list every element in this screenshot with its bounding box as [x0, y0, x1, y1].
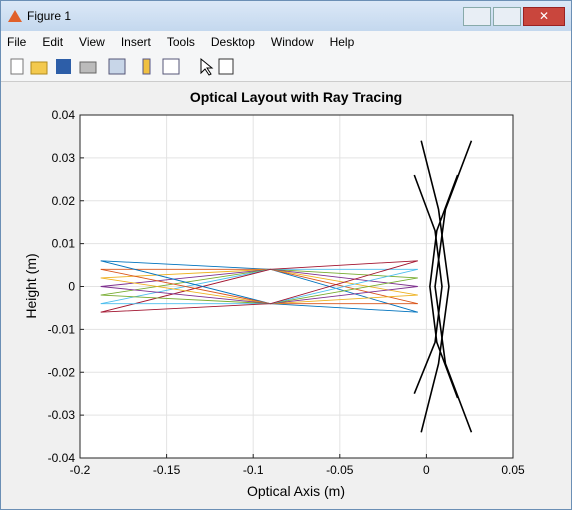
menu-item[interactable]: Help: [329, 35, 355, 49]
axes-box: [79, 114, 514, 459]
close-button[interactable]: ✕: [523, 7, 565, 26]
pointer-icon[interactable]: [200, 57, 214, 76]
new-icon[interactable]: [10, 58, 24, 75]
menu-bar: File Edit View Insert Tools Desktop Window Help: [1, 31, 571, 53]
x-tick-label: -0.1: [243, 463, 264, 477]
menu-item[interactable]: File: [7, 35, 27, 49]
window-controls: ✕: [463, 7, 565, 26]
ray-line: [420, 140, 450, 433]
menu-item[interactable]: View: [79, 35, 105, 49]
legend-icon[interactable]: [162, 58, 180, 75]
app-icon: [8, 10, 22, 22]
chart-title: Optical Layout with Ray Tracing: [190, 89, 402, 105]
colorbar-icon[interactable]: [142, 58, 151, 75]
menu-item[interactable]: Window: [270, 35, 314, 49]
x-tick-label: 0.05: [501, 463, 525, 477]
toolbar-icons: [10, 57, 234, 76]
x-tick-label: -0.15: [153, 463, 181, 477]
link-icon[interactable]: [108, 58, 126, 75]
menu-item[interactable]: Insert: [120, 35, 151, 49]
y-tick-label: -0.03: [48, 408, 76, 422]
y-tick-label: 0.03: [52, 151, 76, 165]
maximize-button[interactable]: [493, 7, 521, 26]
ray-line: [100, 260, 418, 313]
menu-item[interactable]: Edit: [42, 35, 64, 49]
x-axis-label: Optical Axis (m): [247, 483, 345, 499]
ray-line: [429, 174, 459, 399]
window-title: Figure 1: [27, 9, 72, 23]
y-tick-label: 0.02: [52, 194, 76, 208]
menu-item[interactable]: Tools: [166, 35, 195, 49]
x-tick-label: -0.2: [70, 463, 91, 477]
ray-line: [413, 174, 443, 394]
y-tick-label: -0.01: [48, 322, 76, 336]
save-icon[interactable]: [56, 59, 71, 74]
toolbar: [1, 53, 571, 82]
open-icon[interactable]: [30, 61, 48, 75]
menu-item[interactable]: Desktop: [210, 35, 255, 49]
minimize-button[interactable]: [463, 7, 491, 26]
print-icon[interactable]: [79, 61, 97, 74]
x-tick-label: -0.05: [326, 463, 354, 477]
y-tick-label: -0.04: [48, 451, 76, 465]
title-bar: Figure 1 ✕: [1, 1, 571, 31]
y-axis-label: Height (m): [23, 253, 39, 318]
y-tick-label: 0.04: [52, 108, 76, 122]
y-tick-label: 0.01: [52, 237, 76, 251]
y-tick-label: 0: [68, 280, 75, 294]
property-icon[interactable]: [218, 58, 234, 75]
y-tick-label: -0.02: [48, 365, 76, 379]
x-tick-label: 0: [423, 463, 430, 477]
chart: Optical Layout with Ray Tracing Optical …: [23, 89, 525, 499]
